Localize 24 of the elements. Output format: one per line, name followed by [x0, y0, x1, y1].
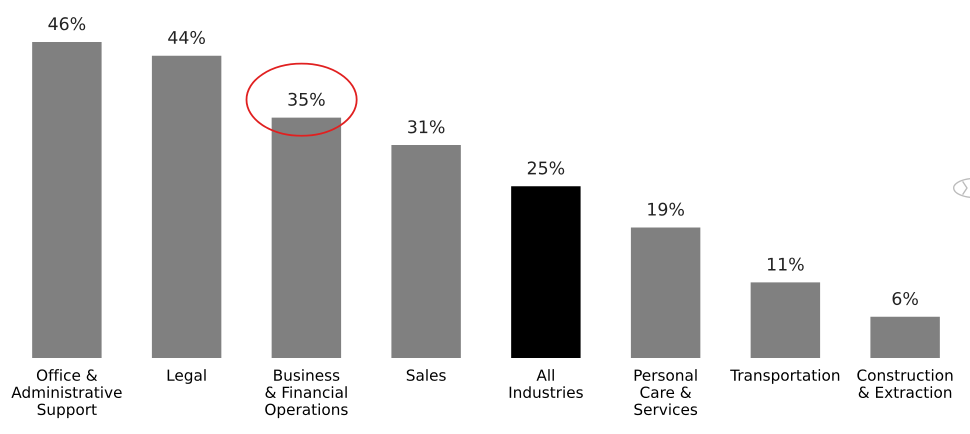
data-label: 25% [528, 161, 564, 175]
x-tick-label: Business & Financial Operations [265, 369, 348, 418]
x-tick-label: Sales [406, 369, 446, 381]
data-label: 31% [408, 120, 444, 134]
bar [152, 56, 222, 358]
x-tick-label: All Industries [510, 369, 583, 398]
x-tick-label: Legal [168, 369, 206, 384]
data-label: 6% [892, 292, 918, 306]
bar [630, 227, 700, 358]
data-label: 44% [168, 30, 205, 44]
data-label: 46% [48, 17, 86, 30]
bar [272, 118, 342, 358]
bar [750, 282, 820, 358]
bar [391, 145, 461, 358]
data-label: 19% [648, 202, 684, 216]
bar [32, 42, 102, 358]
x-tick-label: Office & Administrative Support [11, 369, 122, 418]
bar [870, 316, 940, 358]
x-tick-label: Personal Care & Services [634, 369, 698, 416]
data-label: 11% [768, 258, 804, 271]
x-tick-label: Transportation [730, 369, 840, 384]
bar [511, 186, 581, 358]
data-label: 35% [288, 92, 325, 106]
x-tick-label: Construction & Extraction [857, 369, 952, 398]
